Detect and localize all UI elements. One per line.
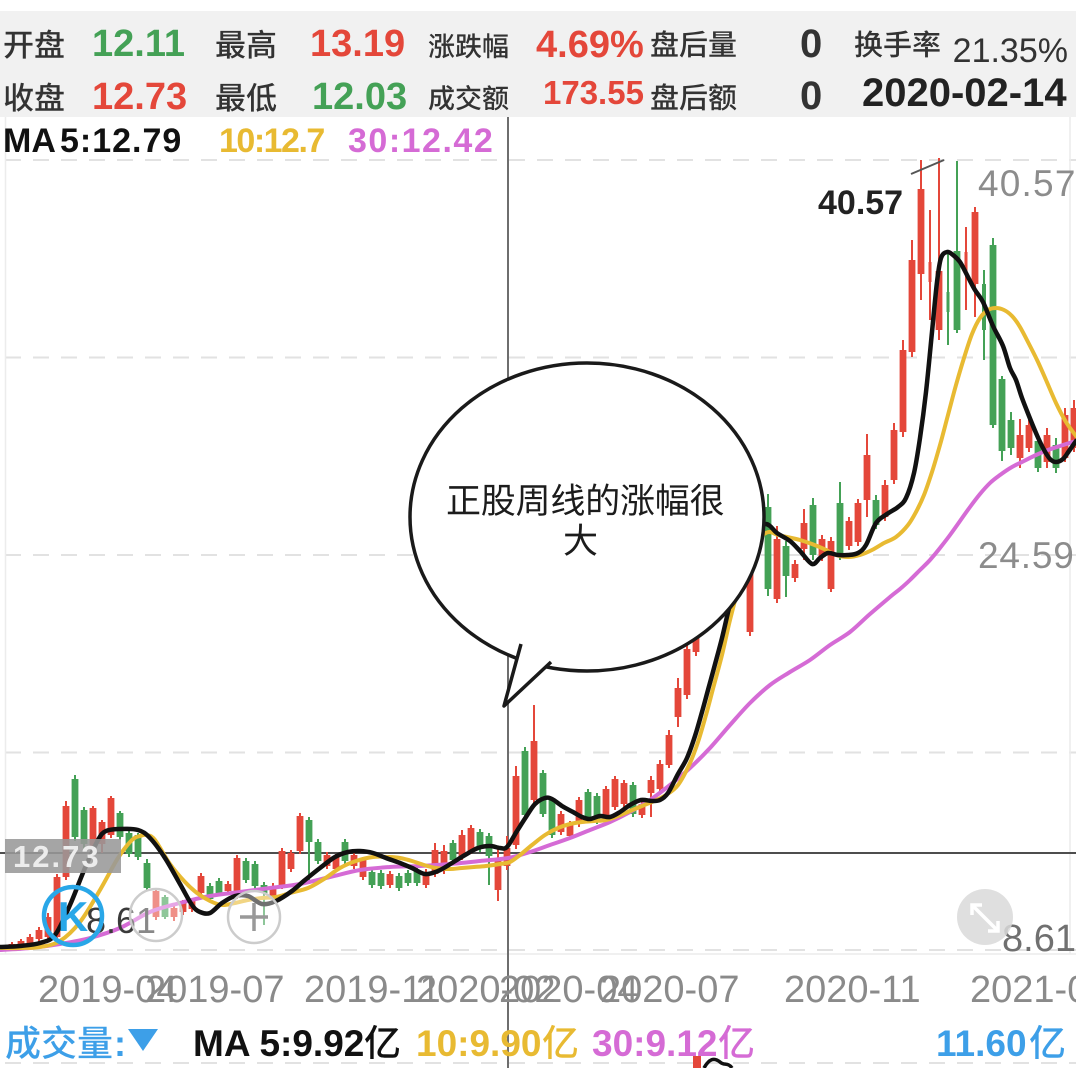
svg-text:8.61: 8.61: [1002, 918, 1076, 960]
svg-text:12.03: 12.03: [312, 76, 407, 118]
svg-text:30:9.12: 30:9.12: [592, 1023, 718, 1064]
svg-text:2019-04: 2019-04: [38, 969, 177, 1011]
svg-text:12.73: 12.73: [92, 76, 187, 118]
svg-text:2019-11: 2019-11: [304, 969, 441, 1011]
svg-text:12.73: 12.73: [13, 839, 101, 874]
svg-text:2020-02-14: 2020-02-14: [862, 71, 1067, 115]
svg-text:MA: MA: [3, 122, 56, 160]
svg-text:12.11: 12.11: [92, 23, 185, 65]
svg-text::: :: [114, 1023, 126, 1064]
svg-text:30:12.42: 30:12.42: [348, 122, 494, 160]
svg-text:2020-11: 2020-11: [784, 969, 921, 1011]
svg-text:2020-04: 2020-04: [499, 969, 638, 1011]
svg-text:10:9.90: 10:9.90: [416, 1023, 542, 1064]
svg-text:K: K: [58, 893, 88, 940]
svg-text:4.69%: 4.69%: [536, 24, 644, 66]
svg-text:173.55: 173.55: [543, 74, 644, 111]
svg-text:2020-07: 2020-07: [600, 969, 739, 1011]
svg-text:2021-02: 2021-02: [970, 969, 1076, 1011]
svg-text:11.60: 11.60: [936, 1023, 1027, 1064]
svg-text:2020-02: 2020-02: [416, 969, 555, 1011]
svg-text:40.57: 40.57: [978, 163, 1076, 204]
svg-text:10:12.7: 10:12.7: [219, 122, 324, 160]
svg-text:MA 5:9.92: MA 5:9.92: [193, 1023, 364, 1064]
svg-text:13.19: 13.19: [310, 23, 405, 65]
svg-text:5:12.79: 5:12.79: [60, 122, 182, 160]
svg-text:21.35%: 21.35%: [953, 32, 1068, 70]
svg-text:0: 0: [800, 74, 822, 118]
svg-text:0: 0: [800, 22, 822, 66]
svg-text:40.57: 40.57: [818, 184, 903, 222]
svg-text:24.59: 24.59: [978, 535, 1075, 576]
svg-text:2019-07: 2019-07: [145, 969, 284, 1011]
